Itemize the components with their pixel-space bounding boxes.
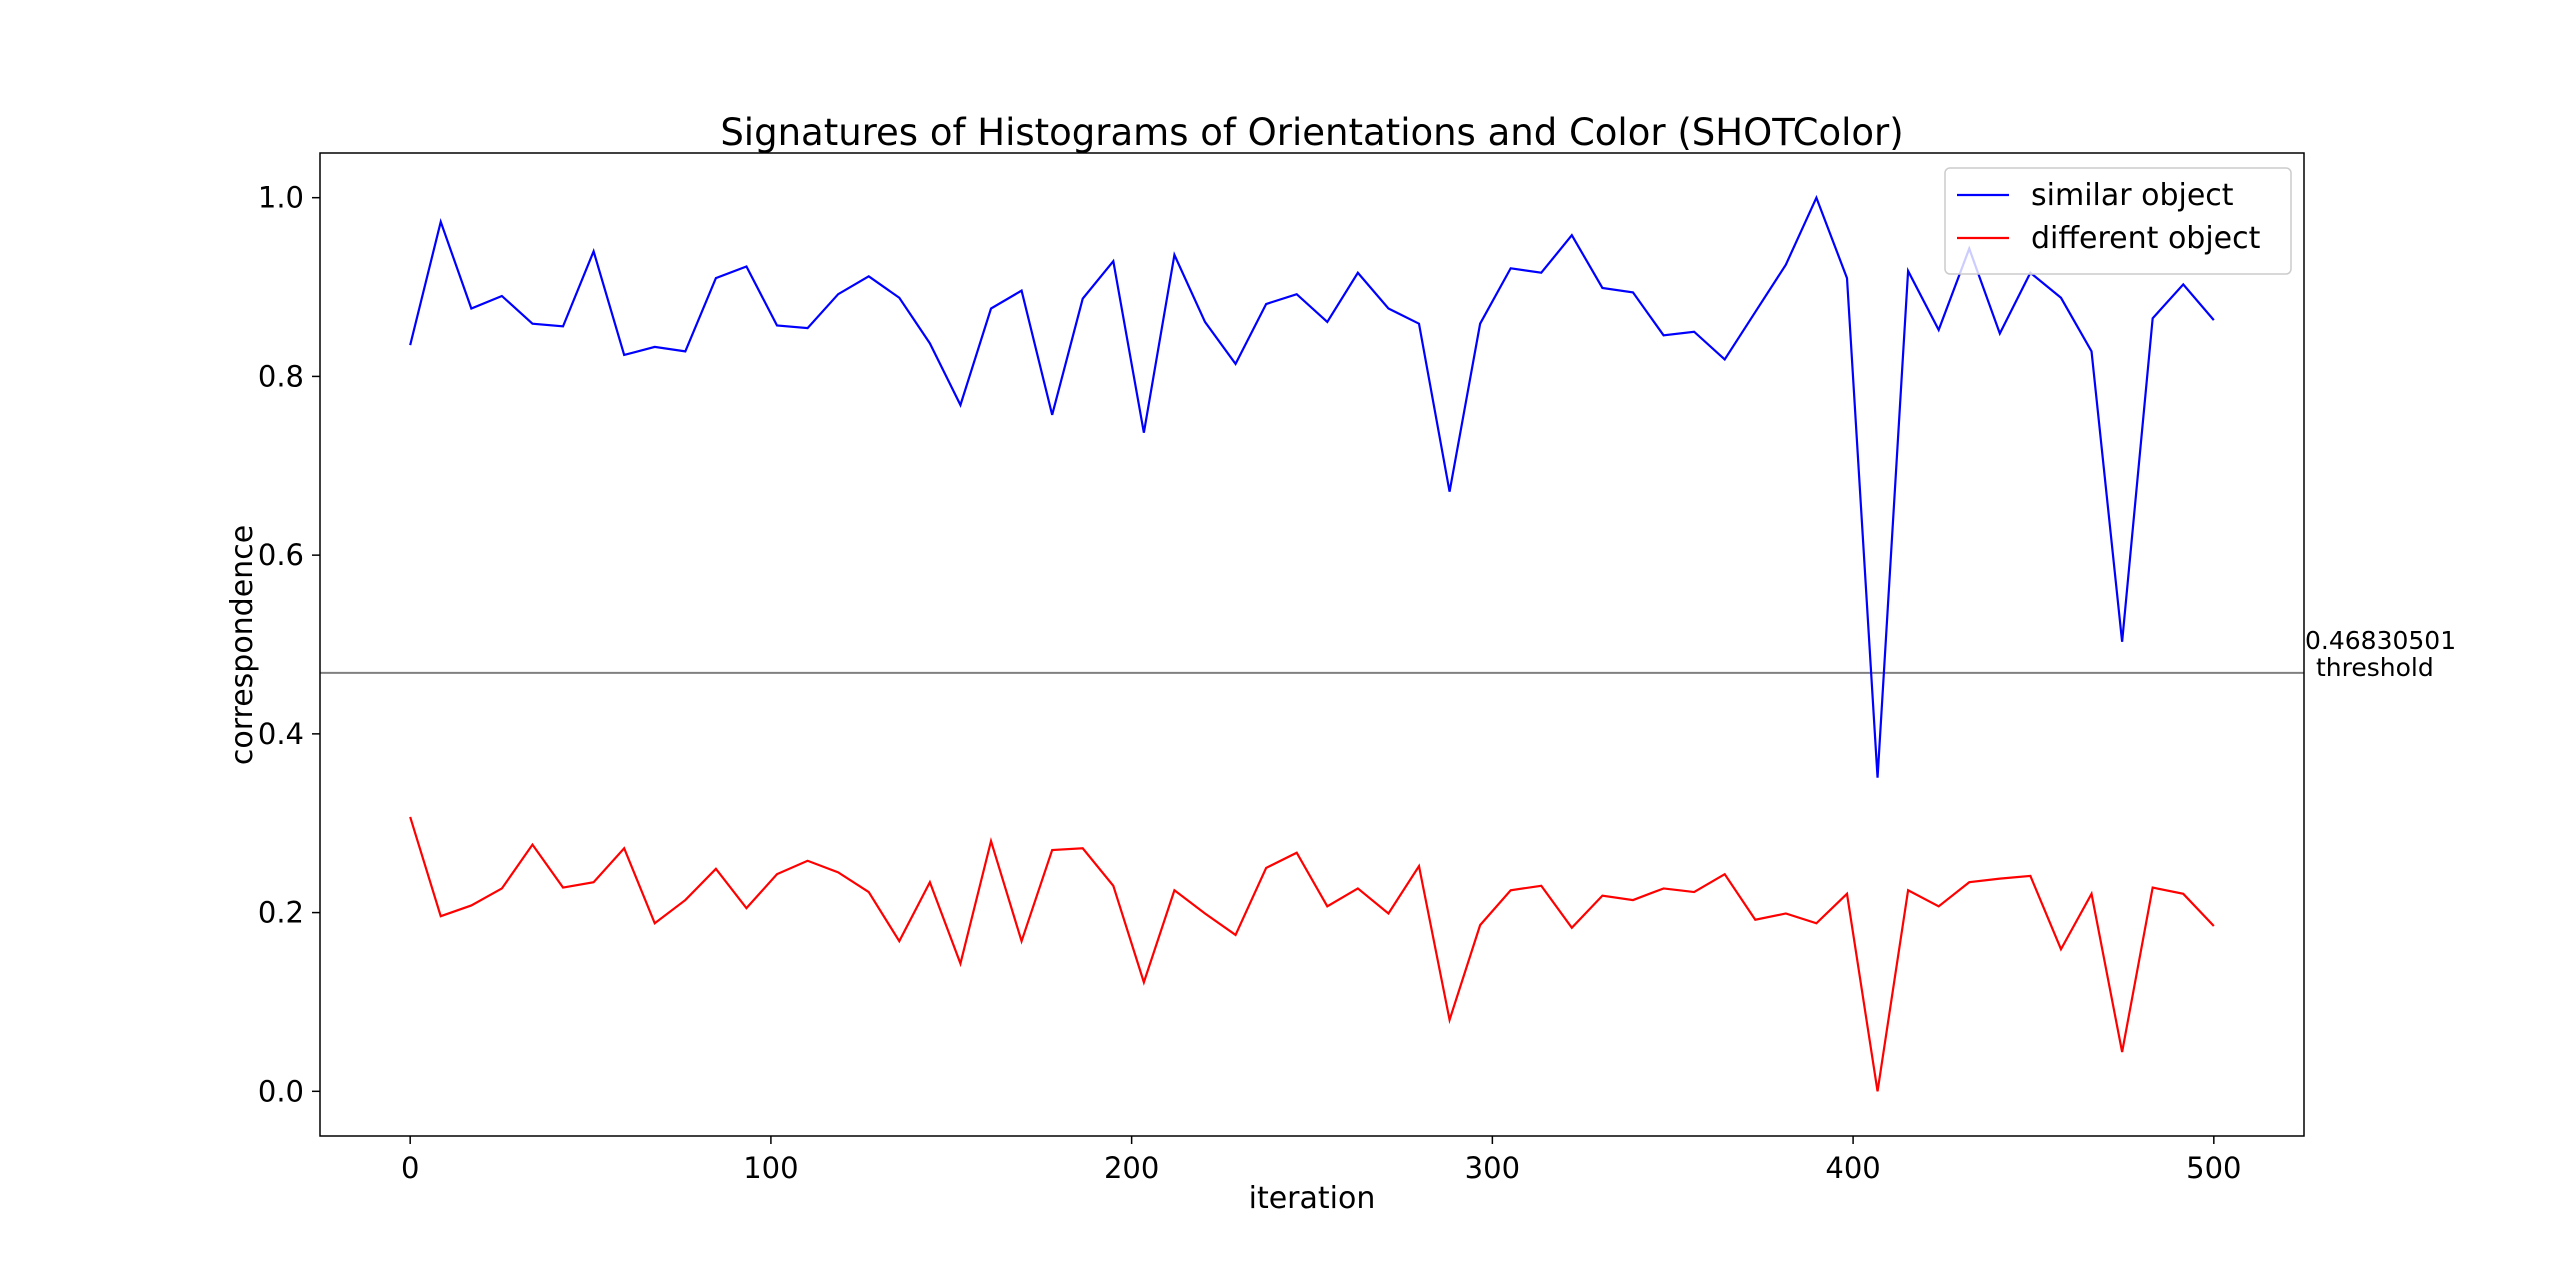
data-line — [409, 194, 2215, 778]
threshold-label: threshold — [2316, 653, 2434, 682]
y-tick-label: 0.4 — [258, 717, 304, 751]
chart-title: Signatures of Histograms of Orientations… — [720, 111, 1903, 154]
y-tick-label: 0.2 — [258, 896, 304, 930]
y-axis-label: correspondence — [225, 525, 260, 765]
x-tick-label: 500 — [2186, 1151, 2241, 1185]
x-tick-label: 100 — [743, 1151, 798, 1185]
x-axis-label: iteration — [1249, 1181, 1376, 1216]
y-tick-label: 0.8 — [258, 359, 304, 393]
x-tick-label: 300 — [1465, 1151, 1520, 1185]
plot-frame — [319, 152, 2305, 1137]
y-tick-label: 1.0 — [258, 181, 304, 215]
data-line — [409, 816, 2215, 1092]
threshold-value: 0.46830501 — [2305, 626, 2456, 655]
legend-label: similar object — [2031, 178, 2234, 213]
legend-label: different object — [2031, 221, 2261, 256]
x-tick-label: 200 — [1104, 1151, 1159, 1185]
x-tick-label: 400 — [1825, 1151, 1880, 1185]
legend-box — [1944, 167, 2292, 275]
y-tick-label: 0.6 — [258, 538, 304, 572]
y-tick-label: 0.0 — [258, 1074, 304, 1108]
x-tick-label: 0 — [401, 1151, 419, 1185]
